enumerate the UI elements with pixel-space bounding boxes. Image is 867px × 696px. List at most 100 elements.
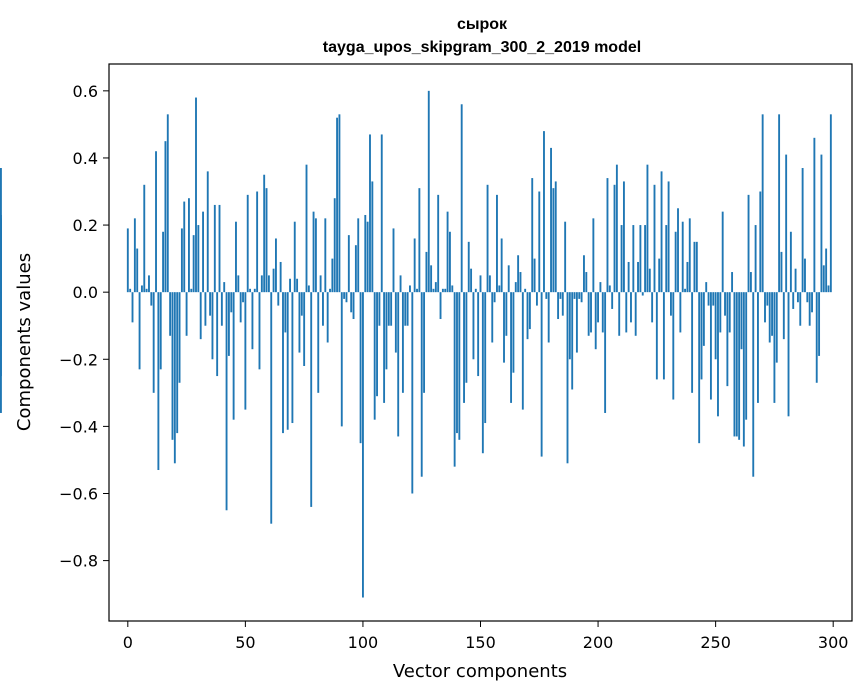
bar <box>773 292 776 403</box>
bar <box>764 292 766 323</box>
bar <box>644 225 647 293</box>
bar <box>434 282 437 293</box>
bar <box>150 292 153 306</box>
bar <box>357 218 360 293</box>
bar <box>571 292 574 390</box>
bar <box>488 275 491 293</box>
bar <box>662 292 665 380</box>
bar <box>670 292 672 316</box>
y-tick-label: −0.4 <box>59 417 98 436</box>
bar <box>432 288 435 293</box>
bar <box>188 198 190 293</box>
bar <box>197 225 200 293</box>
x-tick-label: 200 <box>583 633 614 652</box>
bar <box>416 288 418 293</box>
bar <box>260 275 263 293</box>
bar <box>350 292 353 313</box>
plot-area-frame <box>108 63 853 622</box>
bar <box>253 288 256 293</box>
bar <box>608 285 611 293</box>
bar <box>0 168 2 293</box>
bar <box>665 225 668 293</box>
bar <box>199 292 202 340</box>
bar <box>265 188 268 293</box>
bar <box>759 191 762 293</box>
bar <box>700 292 703 380</box>
bar <box>597 292 599 323</box>
bar <box>749 272 752 293</box>
bar <box>503 292 505 363</box>
bar <box>512 292 515 373</box>
bar <box>232 292 235 420</box>
bar <box>331 258 334 293</box>
x-tick-label: 50 <box>235 633 255 652</box>
bar <box>383 292 386 403</box>
bar <box>293 221 296 293</box>
bar <box>580 292 583 303</box>
bar <box>446 211 449 293</box>
bar <box>613 184 616 293</box>
bar <box>319 275 322 293</box>
bar <box>538 191 541 293</box>
bar <box>329 288 331 293</box>
bar <box>343 292 346 299</box>
bar <box>801 168 804 293</box>
bar <box>209 292 212 316</box>
bar <box>564 221 567 293</box>
bar <box>552 188 555 293</box>
bar <box>606 178 609 293</box>
bar <box>747 194 750 293</box>
bar <box>561 292 564 316</box>
bar <box>599 282 602 293</box>
bar <box>409 285 411 293</box>
bar <box>458 292 461 440</box>
bar <box>738 292 741 440</box>
bar <box>463 292 465 403</box>
bar <box>303 292 306 366</box>
bar <box>206 171 209 293</box>
bar <box>479 275 482 293</box>
bar <box>658 258 661 293</box>
bar <box>498 285 501 293</box>
y-tick-label: −0.2 <box>59 350 98 369</box>
bar <box>258 292 261 370</box>
bar <box>322 292 324 326</box>
bar <box>712 292 715 306</box>
bar <box>799 292 802 326</box>
bar <box>533 258 536 293</box>
bar <box>345 292 348 303</box>
bar <box>437 194 440 293</box>
bar <box>157 292 160 471</box>
bar <box>441 288 444 293</box>
bar <box>590 292 592 333</box>
bar <box>359 292 362 444</box>
bar <box>366 221 369 293</box>
x-tick-label: 250 <box>700 633 731 652</box>
bar <box>686 261 689 293</box>
bar <box>314 218 317 293</box>
y-tick-label: 0.0 <box>73 283 98 302</box>
x-axis-ticks: 0 50 100 150 200 250 300 <box>123 621 848 652</box>
bar <box>392 228 395 293</box>
bar <box>559 292 562 299</box>
bar <box>679 292 682 333</box>
bar <box>618 292 621 336</box>
bar <box>284 292 287 333</box>
bar <box>220 292 223 326</box>
bar <box>218 204 221 293</box>
bar <box>385 292 388 370</box>
bar <box>270 292 273 524</box>
bar <box>298 292 301 353</box>
bar <box>423 292 426 393</box>
bar <box>0 292 2 333</box>
bar <box>145 288 148 293</box>
bar <box>427 90 430 293</box>
bar <box>648 268 651 293</box>
y-tick-label: −0.6 <box>59 484 98 503</box>
bar <box>622 181 625 293</box>
bar <box>169 292 172 336</box>
bar <box>681 221 684 293</box>
bar <box>771 292 773 336</box>
bar <box>129 288 132 293</box>
bar <box>448 231 451 293</box>
